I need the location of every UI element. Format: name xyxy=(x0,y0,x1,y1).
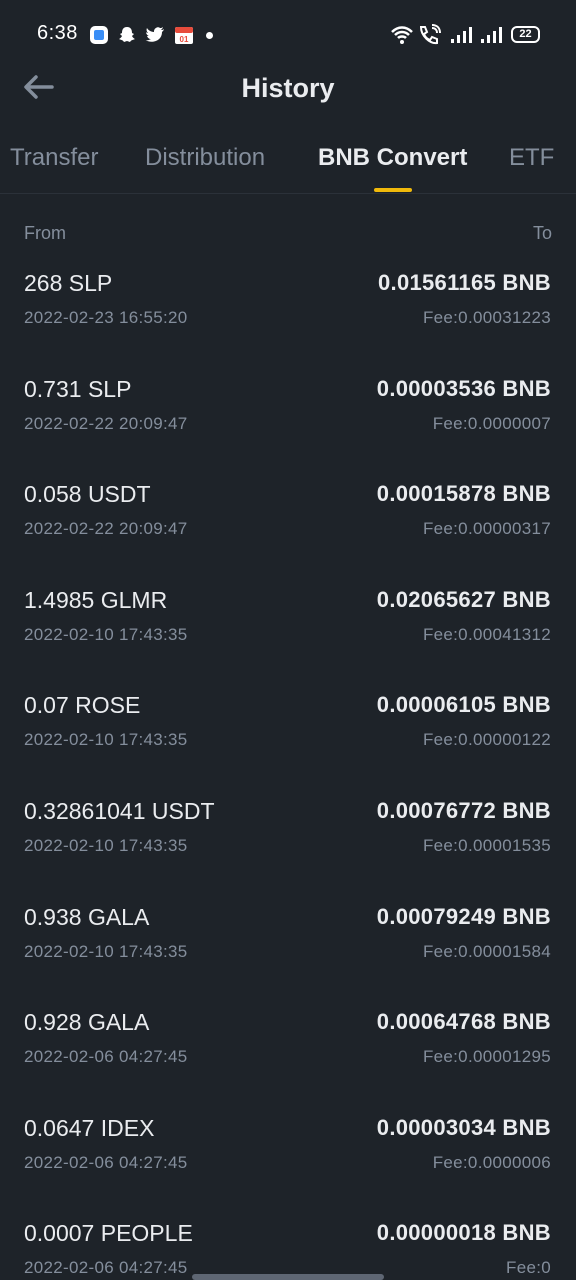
conversion-date: 2022-02-10 17:43:35 xyxy=(24,941,188,961)
conversion-row[interactable]: 0.0647 IDEX 2022-02-06 04:27:45 0.000030… xyxy=(0,1103,576,1209)
to-amount: 0.00006105 BNB xyxy=(376,692,551,718)
signal-icon xyxy=(451,27,472,43)
conversion-row[interactable]: 0.07 ROSE 2022-02-10 17:43:35 0.00006105… xyxy=(0,680,576,786)
conversion-date: 2022-02-10 17:43:35 xyxy=(24,730,188,750)
conversion-fee: Fee:0.00041312 xyxy=(422,624,551,644)
tab-bar: Transfer Distribution BNB Convert ETF xyxy=(0,140,576,194)
calendar-icon: 01 xyxy=(175,27,193,44)
conversion-fee: Fee:0 xyxy=(506,1258,551,1278)
to-amount: 0.02065627 BNB xyxy=(376,586,551,612)
conversion-row[interactable]: 268 SLP 2022-02-23 16:55:20 0.01561165 B… xyxy=(0,258,576,364)
twitter-icon xyxy=(145,27,164,42)
svg-text:01: 01 xyxy=(180,35,189,44)
conversion-fee: Fee:0.0000007 xyxy=(432,413,551,433)
tab-distribution[interactable]: Distribution xyxy=(145,144,266,171)
conversion-list: 268 SLP 2022-02-23 16:55:20 0.01561165 B… xyxy=(0,258,576,1280)
call-icon xyxy=(419,24,441,45)
conversion-fee: Fee:0.00000122 xyxy=(422,730,551,750)
conversion-row[interactable]: 0.058 USDT 2022-02-22 20:09:47 0.0001587… xyxy=(0,469,576,575)
battery-icon: 22 xyxy=(511,26,540,43)
back-arrow-icon[interactable] xyxy=(22,72,56,102)
conversion-row[interactable]: 1.4985 GLMR 2022-02-10 17:43:35 0.020656… xyxy=(0,575,576,681)
conversion-date: 2022-02-10 17:43:35 xyxy=(24,835,188,855)
app-icon xyxy=(90,26,108,44)
from-amount: 268 SLP xyxy=(24,270,113,296)
home-indicator[interactable] xyxy=(192,1274,384,1280)
conversion-date: 2022-02-06 04:27:45 xyxy=(24,1047,188,1067)
to-amount: 0.00003536 BNB xyxy=(376,375,551,401)
page-title: History xyxy=(241,73,335,103)
from-amount: 0.07 ROSE xyxy=(24,692,141,719)
conversion-fee: Fee:0.00000317 xyxy=(422,519,551,539)
to-amount: 0.00015878 BNB xyxy=(376,481,551,507)
to-amount: 0.00079249 BNB xyxy=(376,903,551,929)
wifi-icon xyxy=(391,26,413,44)
conversion-fee: Fee:0.00001295 xyxy=(422,1047,551,1067)
from-amount: 0.0647 IDEX xyxy=(24,1114,155,1141)
conversion-date: 2022-02-06 04:27:45 xyxy=(24,1152,188,1172)
conversion-row[interactable]: 0.938 GALA 2022-02-10 17:43:35 0.0007924… xyxy=(0,892,576,998)
conversion-row[interactable]: 0.32861041 USDT 2022-02-10 17:43:35 0.00… xyxy=(0,786,576,892)
conversion-row[interactable]: 0.0007 PEOPLE 2022-02-06 04:27:45 0.0000… xyxy=(0,1208,576,1280)
status-bar: 6:38 01 xyxy=(0,0,576,70)
signal-icon xyxy=(481,27,502,43)
from-amount: 0.731 SLP xyxy=(24,375,132,402)
conversion-fee: Fee:0.00031223 xyxy=(422,308,551,327)
conversion-date: 2022-02-06 04:27:45 xyxy=(24,1258,188,1278)
to-amount: 0.00064768 BNB xyxy=(376,1009,551,1035)
to-amount: 0.01561165 BNB xyxy=(378,270,551,295)
status-time: 6:38 xyxy=(37,22,78,44)
active-tab-indicator xyxy=(374,188,412,192)
to-amount: 0.00076772 BNB xyxy=(376,797,551,823)
from-amount: 0.32861041 USDT xyxy=(24,797,215,824)
conversion-fee: Fee:0.00001584 xyxy=(422,941,551,961)
conversion-date: 2022-02-22 20:09:47 xyxy=(24,519,188,539)
from-amount: 1.4985 GLMR xyxy=(24,586,168,613)
to-amount: 0.00003034 BNB xyxy=(376,1114,551,1140)
to-amount: 0.00000018 BNB xyxy=(376,1220,551,1246)
conversion-date: 2022-02-22 20:09:47 xyxy=(24,413,188,433)
snapchat-icon xyxy=(119,27,135,42)
column-header-to: To xyxy=(532,223,552,243)
tab-etf[interactable]: ETF xyxy=(509,144,555,171)
from-amount: 0.058 USDT xyxy=(24,481,151,508)
conversion-date: 2022-02-10 17:43:35 xyxy=(24,624,188,644)
tab-transfer[interactable]: Transfer xyxy=(10,144,99,171)
tab-bnb-convert[interactable]: BNB Convert xyxy=(318,144,468,171)
from-amount: 0.0007 PEOPLE xyxy=(24,1220,193,1247)
conversion-fee: Fee:0.00001535 xyxy=(422,835,551,855)
from-amount: 0.928 GALA xyxy=(24,1009,150,1036)
conversion-fee: Fee:0.0000006 xyxy=(432,1152,551,1172)
from-amount: 0.938 GALA xyxy=(24,903,150,930)
conversion-row[interactable]: 0.928 GALA 2022-02-06 04:27:45 0.0006476… xyxy=(0,997,576,1103)
conversion-row[interactable]: 0.731 SLP 2022-02-22 20:09:47 0.00003536… xyxy=(0,364,576,470)
notification-dot xyxy=(206,32,213,39)
conversion-date: 2022-02-23 16:55:20 xyxy=(24,308,188,327)
column-header-from: From xyxy=(24,223,66,243)
